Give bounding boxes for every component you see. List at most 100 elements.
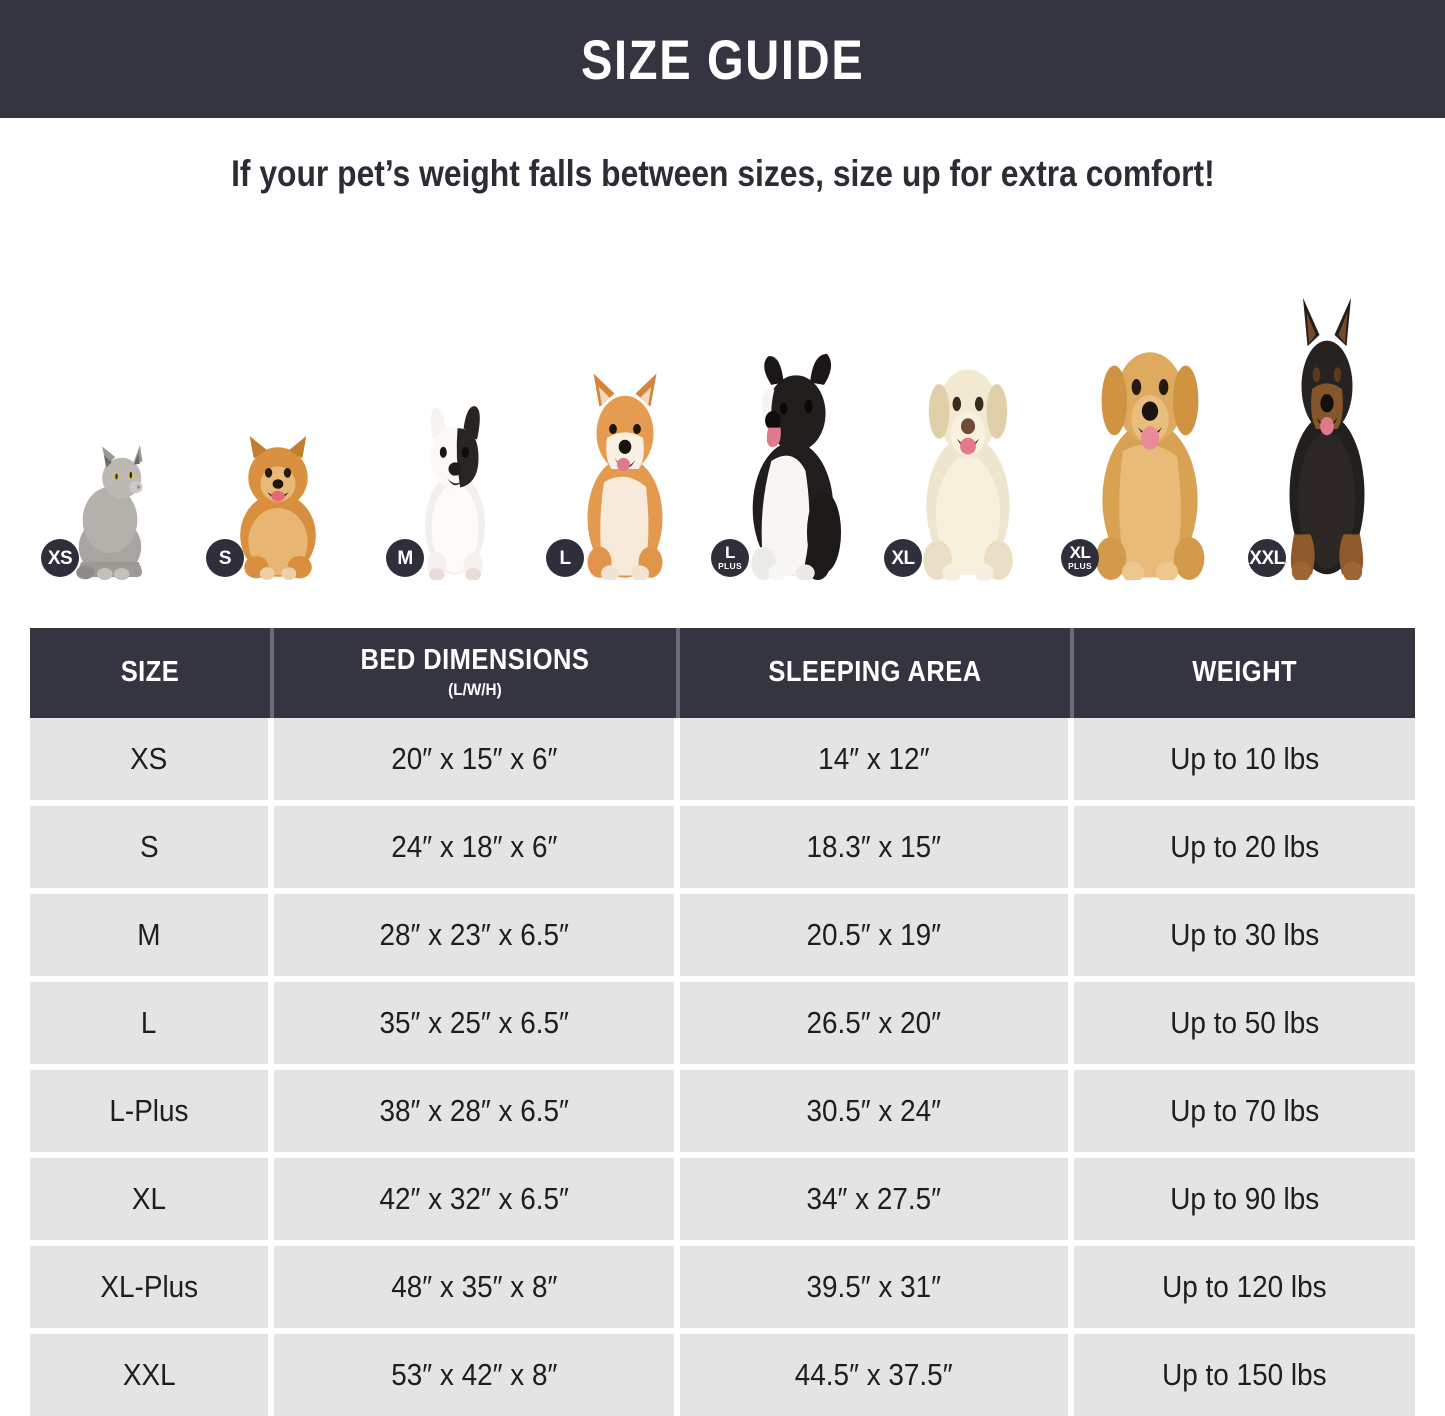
size-badge-xxl[interactable]: XXL: [1248, 539, 1286, 577]
size-badge-label: XXL: [1249, 547, 1285, 569]
table-row: XL-Plus 48″ x 35″ x 8″ 39.5″ x 31″ Up to 12…: [30, 1246, 1415, 1334]
subtitle-row: If your pet’s weight falls between sizes…: [0, 118, 1445, 230]
cell-bed: 35″ x 25″ x 6.5″: [273, 982, 680, 1070]
size-badge-sublabel: PLUS: [718, 560, 742, 571]
size-badge-xs[interactable]: XS: [41, 539, 79, 577]
size-table: SIZE BED DIMENSIONS (L/W/H) SLEEPING ARE…: [30, 628, 1415, 1416]
cell-bed-text: 24″ x 18″ x 6″: [390, 829, 557, 864]
border-collie-illustration: [715, 342, 870, 585]
size-badge-label: XS: [47, 547, 73, 569]
cell-sleep-text: 44.5″ x 37.5″: [794, 1357, 953, 1392]
cell-bed-text: 28″ x 23″ x 6.5″: [379, 917, 569, 952]
header-bar: SIZE GUIDE: [0, 0, 1445, 118]
cell-bed-text: 38″ x 28″ x 6.5″: [379, 1093, 569, 1128]
size-badge-xl[interactable]: XL: [884, 539, 922, 577]
cell-weight: Up to 20 lbs: [1073, 806, 1415, 894]
cell-size-text: XS: [130, 741, 168, 776]
cell-weight: Up to 30 lbs: [1073, 894, 1415, 982]
table-row: XL 42″ x 32″ x 6.5″ 34″ x 27.5″ Up to 90 lb…: [30, 1158, 1415, 1246]
cell-weight-text: Up to 70 lbs: [1169, 1093, 1319, 1128]
cell-sleep-text: 39.5″ x 31″: [806, 1269, 942, 1304]
cell-weight-text: Up to 20 lbs: [1169, 829, 1319, 864]
cell-weight: Up to 150 lbs: [1073, 1334, 1415, 1416]
french-bulldog-illustration: [390, 395, 520, 585]
cell-size-text: M: [137, 917, 161, 952]
cell-weight-text: Up to 10 lbs: [1169, 741, 1319, 776]
cell-weight: Up to 120 lbs: [1073, 1246, 1415, 1334]
cell-size-text: XXL: [122, 1357, 176, 1392]
cell-weight: Up to 50 lbs: [1073, 982, 1415, 1070]
cell-size: S: [30, 806, 274, 894]
size-badge-label: L: [725, 542, 735, 562]
page-title: SIZE GUIDE: [580, 27, 865, 91]
cell-weight-text: Up to 150 lbs: [1162, 1357, 1327, 1392]
animal-size-row: XS S: [0, 255, 1445, 585]
table-row: S 24″ x 18″ x 6″ 18.3″ x 15″ Up to 20 lbs: [30, 806, 1415, 894]
cell-bed: 28″ x 23″ x 6.5″: [273, 894, 680, 982]
cell-sleep: 26.5″ x 20″: [679, 982, 1074, 1070]
cell-sleep: 30.5″ x 24″: [679, 1070, 1074, 1158]
cell-bed: 20″ x 15″ x 6″: [273, 718, 680, 806]
gray-cat-illustration: [45, 430, 175, 585]
cell-sleep-text: 30.5″ x 24″: [806, 1093, 942, 1128]
cell-bed: 48″ x 35″ x 8″: [273, 1246, 680, 1334]
cell-sleep: 14″ x 12″: [679, 718, 1074, 806]
cell-size-text: S: [139, 829, 159, 864]
cell-sleep-text: 34″ x 27.5″: [806, 1181, 942, 1216]
cell-weight-text: Up to 90 lbs: [1169, 1181, 1319, 1216]
size-badge-sublabel: PLUS: [1068, 560, 1092, 571]
cell-size: XXL: [30, 1334, 274, 1416]
size-badge-label: M: [397, 547, 413, 569]
cell-size-text: L: [141, 1005, 157, 1040]
size-badge-l-plus[interactable]: L PLUS: [711, 539, 749, 577]
animal-slot-shiba-inu: L: [546, 363, 700, 585]
animal-slot-doberman: XXL: [1248, 297, 1402, 585]
cell-bed: 38″ x 28″ x 6.5″: [273, 1070, 680, 1158]
cell-bed: 24″ x 18″ x 6″: [273, 806, 680, 894]
cell-size: L-Plus: [30, 1070, 274, 1158]
cell-size: XS: [30, 718, 274, 806]
table-row: M 28″ x 23″ x 6.5″ 20.5″ x 19″ Up to 30 lbs: [30, 894, 1415, 982]
cell-sleep-text: 14″ x 12″: [818, 741, 930, 776]
cell-sleep: 44.5″ x 37.5″: [679, 1334, 1074, 1416]
size-badge-l[interactable]: L: [546, 539, 584, 577]
cell-sleep-text: 26.5″ x 20″: [806, 1005, 942, 1040]
size-table-body: XS 20″ x 15″ x 6″ 14″ x 12″ Up to 10 lbs S 24…: [30, 718, 1415, 1416]
animal-slot-pomeranian: S: [206, 425, 345, 585]
cell-bed-text: 20″ x 15″ x 6″: [390, 741, 557, 776]
animal-slot-gray-cat: XS: [41, 435, 175, 585]
size-badge-label: L: [559, 547, 571, 569]
animal-slot-labrador: XL: [884, 337, 1048, 585]
cell-size: M: [30, 894, 274, 982]
cell-sleep: 18.3″ x 15″: [679, 806, 1074, 894]
cell-size: XL-Plus: [30, 1246, 274, 1334]
animal-slot-golden-retriever: XL PLUS: [1061, 317, 1235, 585]
table-row: L-Plus 38″ x 28″ x 6.5″ 30.5″ x 24″ Up to 7…: [30, 1070, 1415, 1158]
cell-weight-text: Up to 120 lbs: [1162, 1269, 1327, 1304]
cell-size: XL: [30, 1158, 274, 1246]
size-badge-label: S: [218, 547, 232, 569]
cell-sleep: 34″ x 27.5″: [679, 1158, 1074, 1246]
cell-sleep-text: 20.5″ x 19″: [806, 917, 942, 952]
column-header-sleeping-area: SLEEPING AREA: [679, 628, 1074, 718]
cell-sleep: 39.5″ x 31″: [679, 1246, 1074, 1334]
size-badge-xl-plus[interactable]: XL PLUS: [1061, 539, 1099, 577]
cell-bed: 53″ x 42″ x 8″: [273, 1334, 680, 1416]
column-header-size: SIZE: [30, 628, 274, 718]
table-row: L 35″ x 25″ x 6.5″ 26.5″ x 20″ Up to 50 lbs: [30, 982, 1415, 1070]
size-badge-label: XL: [891, 547, 915, 569]
size-badge-label: XL: [1069, 542, 1091, 562]
subtitle-text: If your pet’s weight falls between sizes…: [230, 153, 1215, 194]
cell-sleep-text: 18.3″ x 15″: [806, 829, 942, 864]
column-header-bed-dimensions: BED DIMENSIONS (L/W/H): [273, 628, 680, 718]
cell-size-text: XL-Plus: [100, 1269, 198, 1304]
size-badge-s[interactable]: S: [206, 539, 244, 577]
cell-weight-text: Up to 50 lbs: [1169, 1005, 1319, 1040]
cell-size-text: XL: [131, 1181, 167, 1216]
size-badge-m[interactable]: M: [386, 539, 424, 577]
shiba-inu-illustration: [550, 358, 700, 585]
size-table-head: SIZE BED DIMENSIONS (L/W/H) SLEEPING ARE…: [30, 628, 1415, 718]
pomeranian-illustration: [210, 420, 345, 585]
cell-bed-text: 42″ x 32″ x 6.5″: [379, 1181, 569, 1216]
